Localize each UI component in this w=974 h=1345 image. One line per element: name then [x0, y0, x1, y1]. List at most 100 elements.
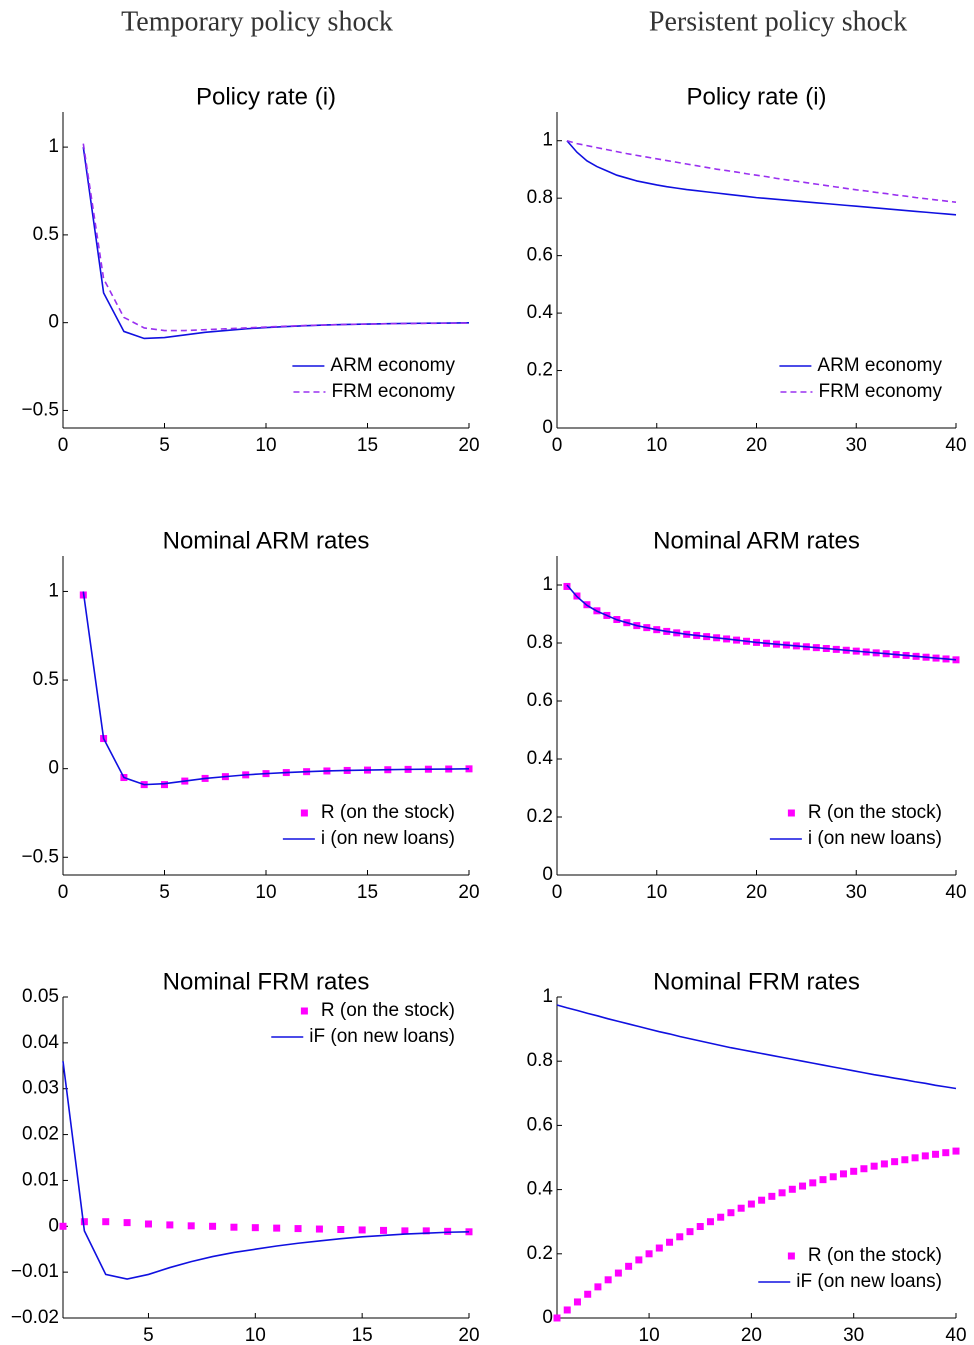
- marker: [553, 1314, 561, 1322]
- x-tick-label: 15: [352, 1325, 373, 1345]
- marker: [358, 1226, 366, 1234]
- marker: [573, 1298, 581, 1306]
- marker: [563, 582, 571, 590]
- x-tick-label: 0: [552, 882, 563, 903]
- marker: [584, 1290, 592, 1298]
- legend-swatch: [787, 809, 795, 817]
- marker: [778, 1189, 786, 1197]
- y-tick-label: 0.4: [527, 748, 554, 769]
- y-tick-label: 0.4: [527, 1179, 554, 1200]
- marker: [563, 1306, 571, 1314]
- marker: [161, 781, 168, 789]
- marker: [422, 1227, 430, 1235]
- x-tick-label: 20: [741, 1325, 762, 1345]
- y-tick-label: 1: [542, 986, 553, 1007]
- marker: [123, 1219, 131, 1227]
- x-tick-label: 0: [552, 435, 563, 456]
- legend-label: i (on new loans): [808, 828, 942, 849]
- y-tick-label: 1: [48, 136, 59, 157]
- marker: [747, 1200, 755, 1208]
- marker: [380, 1226, 388, 1234]
- marker: [337, 1225, 345, 1233]
- legend-label: R (on the stock): [321, 802, 455, 823]
- y-tick-label: 0.6: [527, 245, 553, 266]
- y-tick-label: 0.2: [527, 360, 553, 381]
- marker: [717, 1213, 725, 1221]
- marker: [686, 1228, 694, 1236]
- chart-title: Nominal FRM rates: [163, 968, 370, 995]
- x-tick-label: 15: [357, 435, 378, 456]
- marker: [737, 1204, 745, 1212]
- x-tick-label: 20: [458, 882, 479, 903]
- marker: [59, 1222, 67, 1230]
- y-tick-label: −0.5: [21, 846, 59, 867]
- marker: [444, 1227, 452, 1235]
- y-tick-label: 0.8: [527, 1050, 553, 1071]
- marker: [655, 1244, 663, 1252]
- y-tick-label: 0.5: [33, 669, 59, 690]
- chart-title: Policy rate (i): [686, 83, 826, 110]
- legend-label: FRM economy: [331, 381, 455, 402]
- series-line: [62, 1061, 470, 1280]
- marker: [870, 1162, 878, 1170]
- legend-label: i (on new loans): [321, 828, 455, 849]
- x-tick-label: 40: [945, 882, 966, 903]
- x-tick-label: 20: [458, 1325, 479, 1345]
- marker: [829, 1173, 837, 1181]
- chart-title: Nominal FRM rates: [653, 968, 860, 995]
- y-tick-label: −0.02: [11, 1307, 59, 1328]
- x-tick-label: 30: [846, 435, 867, 456]
- marker: [799, 1182, 807, 1190]
- y-tick-label: 0.6: [527, 690, 553, 711]
- marker: [625, 1262, 633, 1270]
- x-tick-label: 10: [639, 1325, 660, 1345]
- column-title: Persistent policy shock: [649, 6, 907, 37]
- marker: [809, 1179, 817, 1187]
- marker: [604, 1276, 612, 1284]
- marker: [706, 1218, 714, 1226]
- legend-swatch: [300, 809, 308, 817]
- marker: [921, 1152, 929, 1160]
- y-tick-label: 0.8: [527, 632, 553, 653]
- column-title: Temporary policy shock: [121, 6, 393, 37]
- legend-label: iF (on new loans): [309, 1026, 455, 1047]
- marker: [758, 1196, 766, 1204]
- y-tick-label: 0: [542, 864, 553, 885]
- marker: [696, 1223, 704, 1231]
- x-tick-label: 40: [945, 1325, 966, 1345]
- y-tick-label: 0.04: [22, 1032, 59, 1053]
- marker: [911, 1154, 919, 1162]
- marker: [952, 1147, 960, 1155]
- x-tick-label: 0: [58, 435, 69, 456]
- legend-label: R (on the stock): [321, 1000, 455, 1021]
- legend-label: ARM economy: [330, 355, 455, 376]
- legend-label: iF (on new loans): [796, 1271, 942, 1292]
- series-line: [82, 143, 470, 332]
- x-tick-label: 15: [357, 882, 378, 903]
- y-tick-label: 0: [48, 1215, 59, 1236]
- marker: [102, 1218, 110, 1226]
- marker: [251, 1224, 259, 1232]
- marker: [932, 1150, 940, 1158]
- y-tick-label: 1: [542, 130, 553, 151]
- series-line: [82, 591, 470, 786]
- legend-swatch: [300, 1007, 308, 1015]
- marker: [80, 1218, 88, 1226]
- y-tick-label: 0.2: [527, 806, 553, 827]
- x-tick-label: 5: [159, 882, 170, 903]
- marker: [891, 1158, 899, 1166]
- y-tick-label: 1: [48, 580, 59, 601]
- legend-label: ARM economy: [817, 355, 942, 376]
- marker: [839, 1170, 847, 1178]
- marker: [645, 1250, 653, 1258]
- series-line: [566, 140, 957, 216]
- x-tick-label: 10: [245, 1325, 266, 1345]
- marker: [768, 1192, 776, 1200]
- y-tick-label: 0.03: [22, 1078, 59, 1099]
- x-tick-label: 10: [255, 882, 276, 903]
- y-tick-label: 0: [542, 1307, 553, 1328]
- marker: [273, 1224, 281, 1232]
- y-tick-label: −0.5: [21, 399, 59, 420]
- y-tick-label: 0.02: [22, 1124, 59, 1145]
- chart-title: Policy rate (i): [196, 83, 336, 110]
